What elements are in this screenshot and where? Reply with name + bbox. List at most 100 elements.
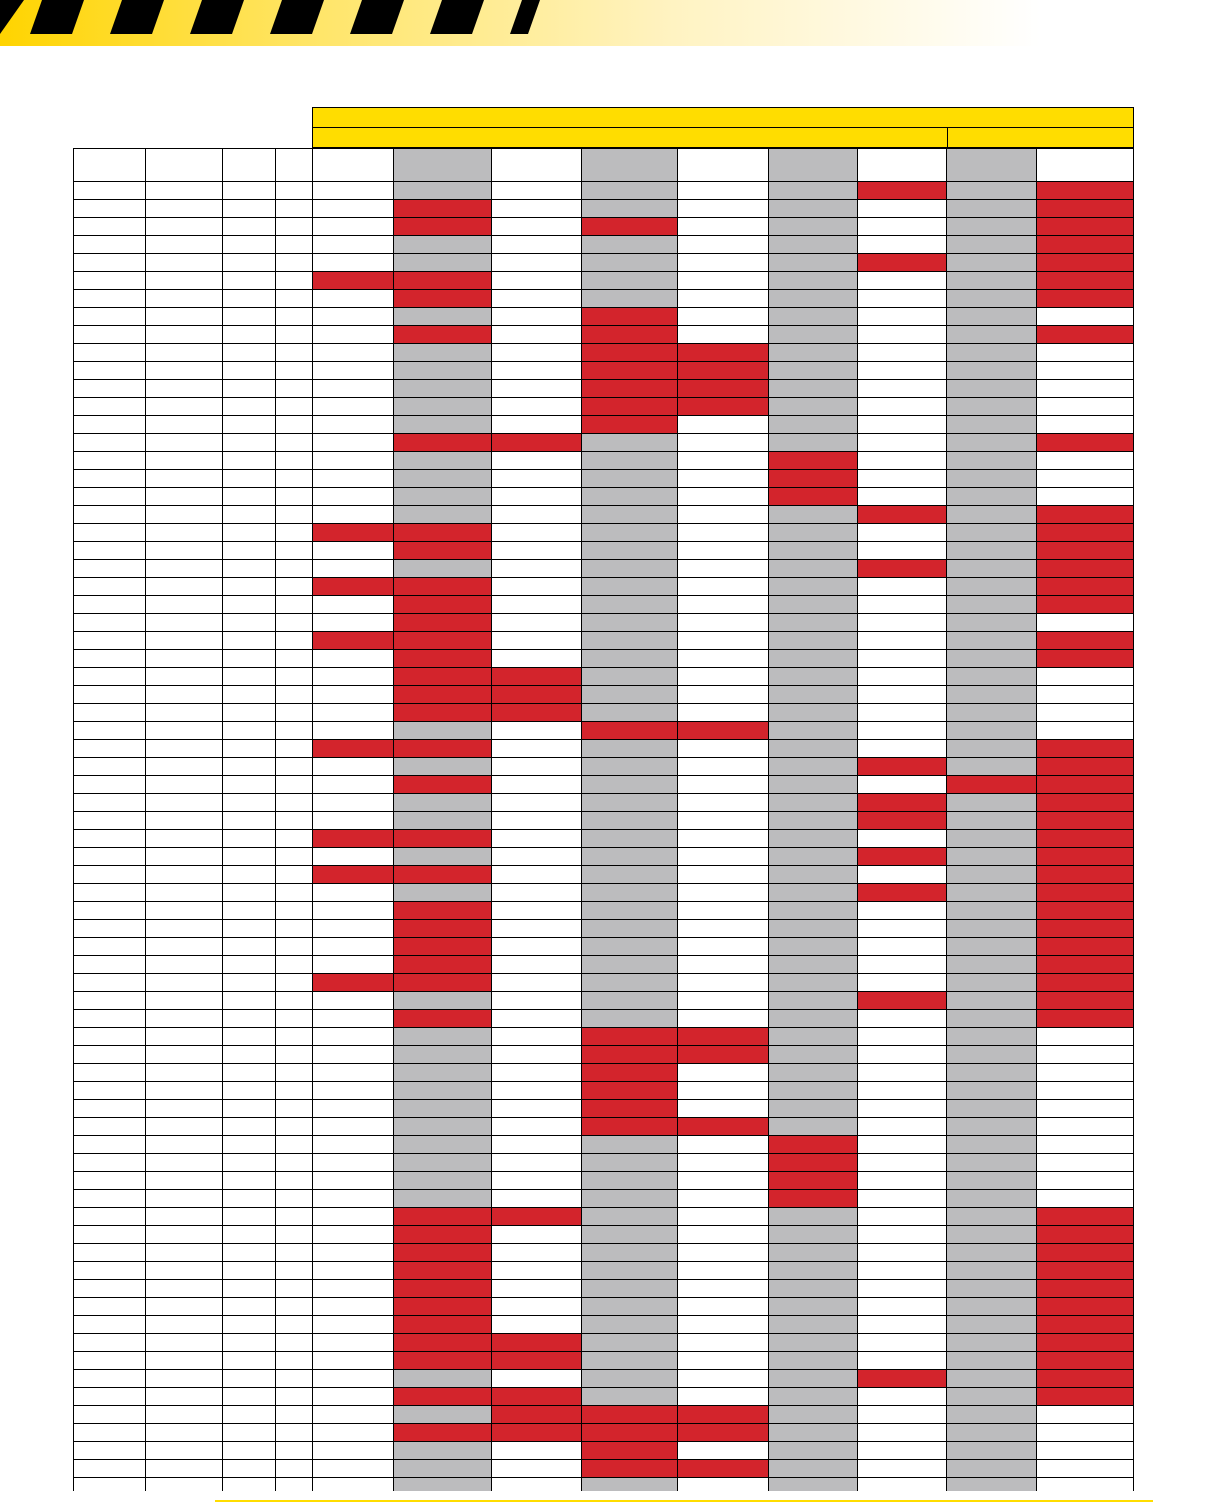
table-cell — [312, 235, 393, 253]
table-cell — [73, 703, 145, 721]
table-cell — [581, 973, 677, 991]
table-cell — [491, 901, 581, 919]
table-cell — [1036, 1153, 1134, 1171]
table-cell — [581, 919, 677, 937]
table-cell — [222, 649, 275, 667]
table-cell — [946, 901, 1036, 919]
table-cell — [145, 1261, 222, 1279]
table-cell — [946, 505, 1036, 523]
table-cell — [393, 469, 491, 487]
table-cell — [1036, 1063, 1134, 1081]
marked-cell — [1036, 757, 1134, 775]
table-cell — [222, 1153, 275, 1171]
table-cell — [768, 433, 857, 451]
table-cell — [581, 1279, 677, 1297]
table-cell — [312, 1405, 393, 1423]
table-cell — [857, 865, 946, 883]
marked-cell — [1036, 793, 1134, 811]
table-cell — [677, 1171, 768, 1189]
table-cell — [312, 487, 393, 505]
table-cell — [73, 1477, 145, 1491]
table-cell — [145, 307, 222, 325]
table-cell — [145, 865, 222, 883]
table-cell — [145, 667, 222, 685]
table-cell — [581, 541, 677, 559]
table-cell — [222, 1423, 275, 1441]
table-cell — [946, 361, 1036, 379]
table-cell — [857, 1207, 946, 1225]
table-cell — [312, 613, 393, 631]
table-cell — [393, 397, 491, 415]
marked-cell — [581, 379, 677, 397]
table-cell — [768, 361, 857, 379]
table-cell — [145, 883, 222, 901]
table-cell — [677, 919, 768, 937]
table-cell — [145, 1153, 222, 1171]
table-cell — [275, 685, 312, 703]
table-cell — [312, 433, 393, 451]
table-cell — [857, 1117, 946, 1135]
table-cell — [946, 1405, 1036, 1423]
marked-cell — [393, 901, 491, 919]
table-cell — [145, 487, 222, 505]
table-cell — [946, 703, 1036, 721]
table-cell — [73, 235, 145, 253]
table-cell — [393, 379, 491, 397]
table-cell — [946, 1027, 1036, 1045]
table-cell — [768, 811, 857, 829]
table-cell — [581, 847, 677, 865]
table-cell — [145, 1117, 222, 1135]
table-cell — [768, 1441, 857, 1459]
table-cell — [1036, 1189, 1134, 1207]
marked-cell — [677, 1459, 768, 1477]
table-cell — [275, 649, 312, 667]
marked-cell — [677, 379, 768, 397]
table-cell — [946, 1153, 1036, 1171]
header-group-right — [947, 127, 1134, 148]
table-cell — [581, 685, 677, 703]
table-cell — [491, 1225, 581, 1243]
marked-cell — [1036, 1243, 1134, 1261]
marked-cell — [1036, 1009, 1134, 1027]
table-cell — [145, 1405, 222, 1423]
table-cell — [581, 505, 677, 523]
table-cell — [275, 487, 312, 505]
table-cell — [222, 1081, 275, 1099]
marked-cell — [1036, 541, 1134, 559]
table-cell — [677, 271, 768, 289]
table-cell — [857, 1441, 946, 1459]
marked-cell — [491, 1387, 581, 1405]
table-cell — [581, 1333, 677, 1351]
table-cell — [857, 1099, 946, 1117]
marked-cell — [677, 1117, 768, 1135]
table-cell — [73, 667, 145, 685]
table-cell — [491, 271, 581, 289]
table-cell — [222, 1459, 275, 1477]
marked-cell — [768, 487, 857, 505]
table-cell — [581, 1135, 677, 1153]
table-cell — [145, 721, 222, 739]
table-cell — [312, 1099, 393, 1117]
table-cell — [145, 1189, 222, 1207]
table-cell — [857, 667, 946, 685]
table-cell — [145, 775, 222, 793]
table-cell — [222, 559, 275, 577]
table-cell — [312, 181, 393, 199]
table-cell — [312, 955, 393, 973]
table-cell — [275, 1369, 312, 1387]
table-cell — [222, 217, 275, 235]
table-cell — [946, 541, 1036, 559]
table-cell — [73, 1117, 145, 1135]
table-cell — [393, 811, 491, 829]
table-cell — [222, 523, 275, 541]
marked-cell — [857, 253, 946, 271]
table-cell — [73, 379, 145, 397]
table-cell — [857, 1261, 946, 1279]
table-cell — [393, 1459, 491, 1477]
table-cell — [222, 757, 275, 775]
marked-cell — [1036, 883, 1134, 901]
table-cell — [275, 1135, 312, 1153]
table-cell — [857, 379, 946, 397]
table-cell — [768, 631, 857, 649]
table-cell — [222, 1279, 275, 1297]
